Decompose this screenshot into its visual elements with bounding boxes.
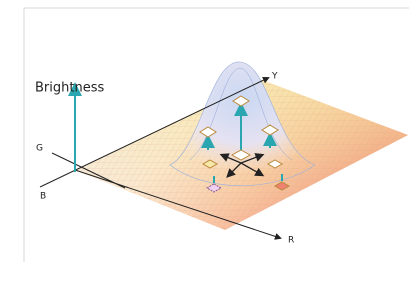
b-label: B [40,192,46,202]
y-label: Y [271,72,278,82]
diagram: Brightness Y G B R [0,0,418,289]
brightness-label: Brightness [35,81,104,96]
g-label: G [36,144,43,154]
r-label: R [288,236,294,246]
page: Brightness Y G B R (() => { const data =… [0,0,418,289]
